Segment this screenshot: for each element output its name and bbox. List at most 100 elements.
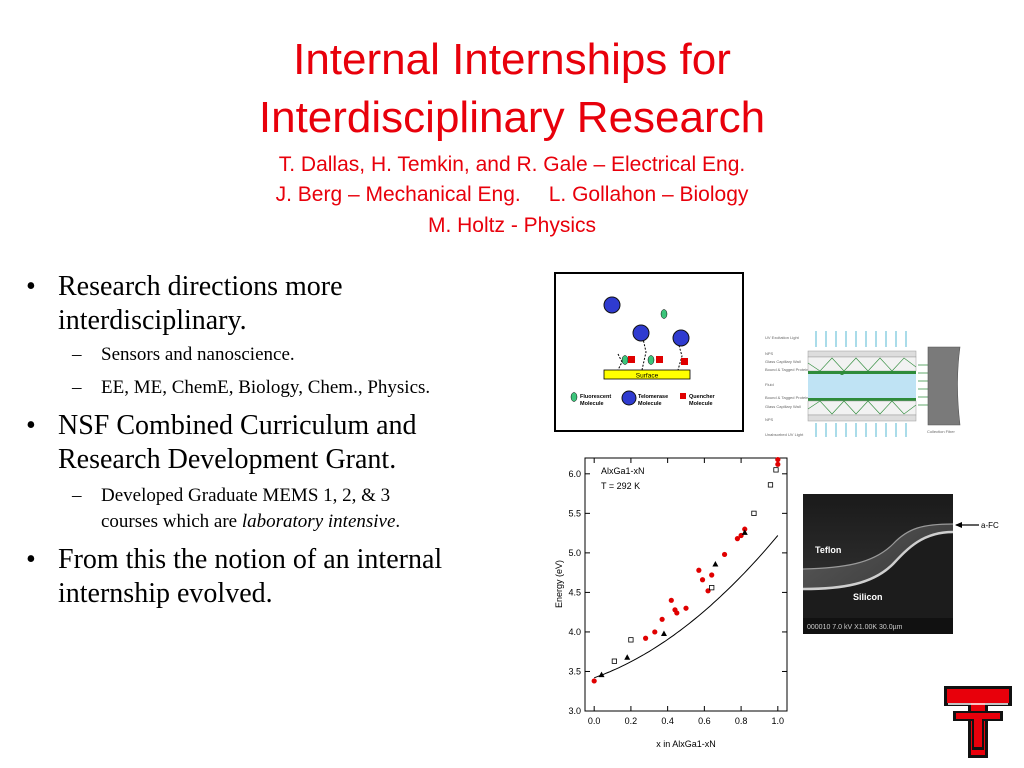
bullet-text: Research directions more: [58, 271, 343, 302]
afc-label: a-FC: [981, 521, 999, 530]
fiber-label: Bound & Tagged Protein: [765, 395, 808, 400]
y-tick-label: 5.0: [568, 548, 581, 558]
legend-label: Molecule: [689, 401, 713, 407]
tether: [677, 341, 683, 371]
chart-frame: [584, 457, 788, 712]
uv-arrows-top: [815, 331, 907, 347]
light-path-bottom: [807, 400, 917, 415]
sub-bullet-text: Developed Graduate MEMS 1, 2, & 3: [101, 485, 391, 506]
data-point-circle: [699, 577, 706, 583]
sub-bullet-text: courses which are: [101, 511, 242, 532]
uv-arrows-bottom: [815, 423, 907, 437]
x-tick-label: 0.8: [735, 716, 748, 726]
y-axis-label: Energy (eV): [554, 560, 564, 608]
data-point-circle: [652, 629, 658, 635]
sub-bullet-text: .: [395, 511, 401, 532]
authors-line3: M. Holtz - Physics: [427, 214, 597, 237]
sem-scale-bar: 000010 7.0 kV X1.00K 30.0µm: [807, 624, 903, 631]
x-tick-label: 0.6: [698, 716, 711, 726]
bullet-text: Research Development Grant.: [58, 444, 397, 475]
legend-quencher-icon: [680, 393, 686, 399]
fluorescent-molecule: [621, 355, 629, 365]
y-tick-label: 4.0: [568, 627, 581, 637]
data-point-square: [611, 658, 617, 664]
bullet-item: From this the notion of an internalinter…: [22, 543, 552, 611]
silicon-layer: [803, 532, 953, 634]
x-tick-label: 0.4: [661, 716, 674, 726]
nps-layer-top: [807, 350, 917, 358]
afc-arrowhead-icon: [955, 522, 962, 528]
data-point-circle: [709, 572, 715, 578]
protein-layer-bottom: [808, 398, 916, 401]
logo-inner-t: [956, 713, 1000, 747]
fiber-label: Glass Capillary Wall: [765, 404, 801, 409]
data-point-circle: [696, 567, 702, 573]
emission-point: [840, 371, 844, 375]
fiber-label: Unabsorbed UV Light: [765, 432, 804, 437]
fiber-label: Glass Capillary Wall: [765, 359, 801, 364]
molecule-diagram: Surface Fluorescent Molecule Telomerase …: [554, 272, 744, 432]
surface-bar: [603, 369, 691, 380]
energy-chart: 3.0 3.5 4.0 4.5 5.0 5.5 6.0 0.0 0.2 0.4 0.6 0.8 1.0…: [554, 456, 788, 749]
data-point-square: [751, 510, 757, 516]
bullet-item: Research directions moreinterdisciplinar…: [22, 270, 552, 338]
fluorescent-molecule: [660, 309, 668, 319]
bullet-text: NSF Combined Curriculum and: [58, 410, 417, 441]
sub-bullet-item: Developed Graduate MEMS 1, 2, & 3 courses…: [22, 483, 552, 535]
chart-annotation-material: AlxGa1-xN: [601, 466, 645, 476]
slide-title-line1: Internal Internships for: [293, 35, 731, 84]
data-point-circle: [775, 461, 781, 467]
legend-label: Molecule: [638, 401, 662, 407]
silicon-label: Silicon: [853, 592, 883, 602]
fiber-label: Fluid: [765, 382, 774, 387]
sub-bullet-emphasis: laboratory intensive: [241, 511, 396, 532]
data-point-circle: [775, 456, 781, 463]
chart-annotation-temp: T = 292 K: [601, 481, 640, 491]
quencher-molecule: [628, 356, 635, 363]
fiber-left-labels: UV Excitation Light NPS Glass Capillary …: [765, 335, 808, 437]
fit-curve: [594, 535, 779, 679]
y-tick-label: 3.0: [568, 706, 581, 716]
authors-line2: J. Berg – Mechanical Eng. L. Gollahon – B…: [0, 183, 1024, 207]
sub-bullet-item: Sensors and nanoscience.: [22, 342, 552, 368]
sub-bullet-item: EE, ME, ChemE, Biology, Chem., Physics.: [22, 375, 552, 401]
data-point-circle: [643, 635, 649, 641]
legend-label: Molecule: [580, 401, 604, 407]
x-tick-label: 1.0: [772, 716, 785, 726]
quencher-molecule: [656, 356, 663, 363]
double-t-logo: [944, 686, 1012, 758]
data-point-circle: [721, 551, 728, 558]
x-tick-label: 0.0: [588, 716, 601, 726]
capillary-wall-bottom: [807, 400, 917, 416]
diagram-frame: [554, 272, 744, 432]
legend-label: Quencher: [689, 394, 716, 400]
bullet-text: From this the notion of an internal: [58, 544, 443, 575]
capillary-fiber-diagram: UV Excitation Light NPS Glass Capillary …: [765, 331, 961, 437]
data-point-square: [628, 637, 634, 643]
data-point-square: [709, 585, 715, 591]
authors-line1: T. Dallas, H. Temkin, and R. Gale – Elec…: [278, 153, 746, 176]
bullet-list: Research directions moreinterdisciplinar…: [22, 270, 552, 611]
data-point-circle: [659, 616, 665, 622]
legend-fluorescent-icon: [570, 392, 578, 402]
telomerase-molecule: [632, 324, 650, 342]
bullet-text: interdisciplinary.: [58, 305, 247, 336]
data-point-square: [767, 482, 774, 488]
y-tick-label: 6.0: [568, 469, 581, 479]
data-point-circle: [742, 526, 748, 532]
fiber-label: NPS: [765, 417, 774, 422]
fluorescent-molecule: [647, 355, 655, 365]
teflon-label: Teflon: [815, 545, 841, 555]
data-point-triangle: [712, 560, 719, 567]
data-point-triangle: [660, 630, 667, 637]
nps-layer-bottom: [807, 414, 917, 422]
fiber-label: Bound & Tagged Protein: [765, 367, 808, 372]
legend-label: Telomerase: [638, 394, 668, 400]
data-point-circle: [674, 610, 680, 616]
sem-micrograph: 000010 7.0 kV X1.00K 30.0µm Teflon Silic…: [803, 494, 999, 634]
fiber-label: UV Excitation Light: [765, 335, 800, 340]
x-axis-label: x in AlxGa1-xN: [656, 739, 716, 749]
fluid-channel: [808, 374, 916, 398]
legend-telomerase-icon: [621, 390, 637, 406]
